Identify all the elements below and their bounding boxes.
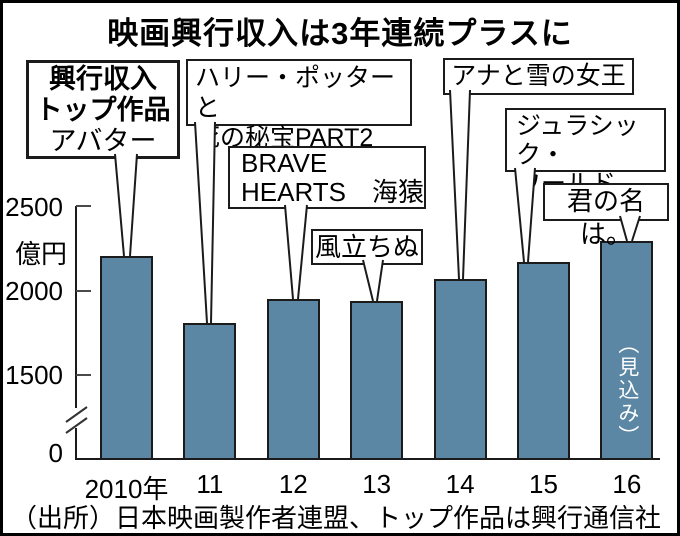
callout-label: アバター bbox=[49, 126, 157, 156]
callout-label: ハリー・ポッターと bbox=[195, 64, 396, 122]
callout-label: BRAVE bbox=[241, 148, 328, 178]
bar-forecast-note: （見込み） bbox=[615, 332, 639, 448]
bar: （見込み） bbox=[600, 240, 654, 459]
x-tick-label: 15 bbox=[529, 469, 558, 499]
callout-frozen: アナと雪の女王 bbox=[443, 58, 634, 95]
callout-heading: トップ作品 bbox=[35, 95, 171, 125]
y-axis-unit-label: 億円 bbox=[14, 239, 67, 269]
axis-break-marks bbox=[65, 406, 88, 434]
callout-tail bbox=[284, 204, 308, 300]
callout-top-work-avatar: 興行収入 トップ作品 アバター bbox=[26, 60, 180, 159]
chart-title: 映画興行収入は3年連続プラスに bbox=[107, 16, 573, 51]
bar bbox=[350, 300, 404, 459]
x-tick-label: 14 bbox=[445, 469, 475, 499]
callout-tail bbox=[449, 89, 471, 280]
y-tick-marks bbox=[76, 205, 91, 376]
callout-brave-hearts: BRAVE HEARTS 海猿 bbox=[228, 146, 426, 209]
callout-label: 風立ちぬ bbox=[314, 232, 419, 262]
callout-your-name: 君の名は。 bbox=[543, 183, 669, 249]
callout-label: ジュラシック・ bbox=[516, 112, 639, 169]
bar bbox=[266, 299, 320, 459]
y-tick-label: 2500 bbox=[5, 192, 63, 222]
y-tick-label: 1500 bbox=[5, 360, 63, 390]
x-tick-label: 2010年 bbox=[84, 474, 169, 504]
y-tick-label: 0 bbox=[48, 438, 63, 468]
callout-heading: 興行収入 bbox=[49, 64, 157, 94]
bar bbox=[100, 256, 153, 459]
callout-label: HEARTS 海猿 bbox=[241, 177, 424, 207]
callout-label: アナと雪の女王 bbox=[451, 62, 626, 90]
x-tick-label: 16 bbox=[612, 469, 642, 499]
axis-break-gap bbox=[70, 408, 82, 428]
bar bbox=[517, 262, 570, 459]
x-tick-label: 12 bbox=[278, 469, 308, 499]
callout-label: 君の名は。 bbox=[566, 186, 645, 249]
callout-tail bbox=[114, 153, 138, 257]
callout-jurassic-world: ジュラシック・ ワールド bbox=[505, 108, 666, 198]
callout-tail bbox=[362, 259, 384, 302]
callout-kaze-tachinu: 風立ちぬ bbox=[311, 229, 423, 265]
bar bbox=[433, 279, 487, 459]
x-tick-label: 13 bbox=[362, 469, 392, 499]
x-tick-label: 11 bbox=[196, 469, 224, 499]
y-tick-label: 2000 bbox=[5, 276, 63, 306]
callout-harry-potter: ハリー・ポッターと 死の秘宝PART2 bbox=[186, 59, 412, 152]
source-note: （出所）日本映画製作者連盟、トップ作品は興行通信社 bbox=[11, 503, 662, 533]
bar bbox=[183, 322, 237, 459]
